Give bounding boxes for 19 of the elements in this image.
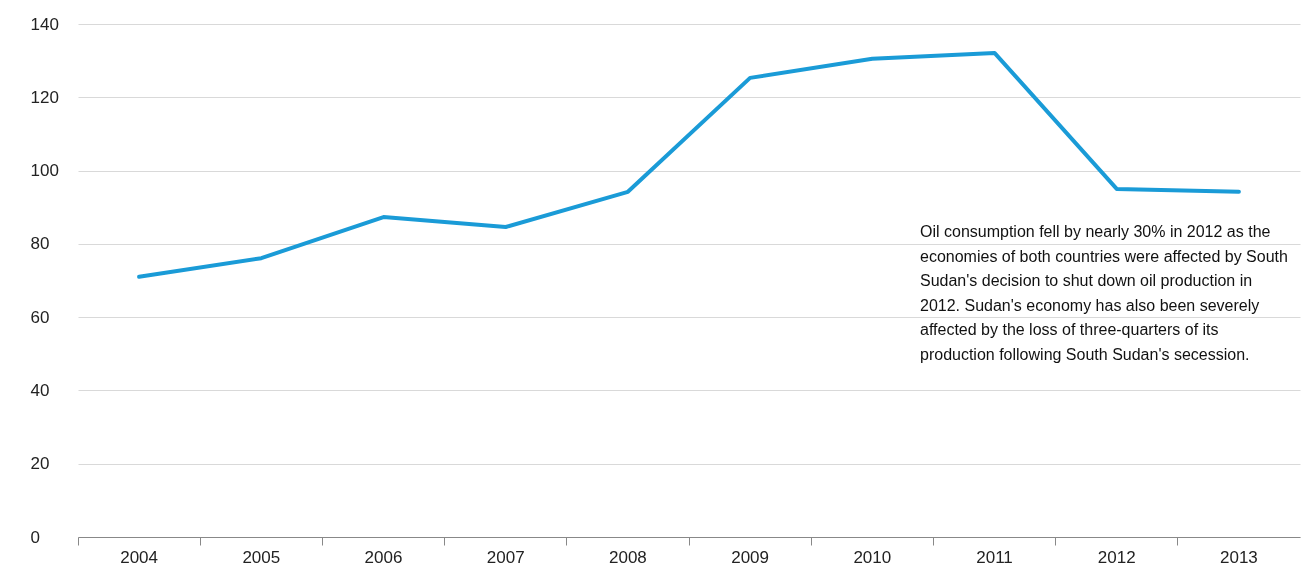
x-tick-label: 2007 xyxy=(486,547,525,567)
y-tick-label: 60 xyxy=(30,307,50,327)
y-tick-label: 80 xyxy=(30,234,50,254)
x-tick-label: 2010 xyxy=(853,547,892,567)
x-tick-label: 2004 xyxy=(120,547,159,567)
annotation: Oil consumption fell by nearly 30% in 2012 as the economies of both countries were affected by South Sudan's decision to shut down oil production in 2012. Sudan's economy has also been severely affected by the loss of three-quarters of its production following South Sudan's secession. xyxy=(920,223,1288,363)
y-tick-label: 100 xyxy=(30,161,59,181)
x-tick-label: 2012 xyxy=(1097,547,1136,567)
y-tick-label: 20 xyxy=(30,454,50,474)
x-tick-label: 2005 xyxy=(242,547,281,567)
x-tick-label: 2008 xyxy=(608,547,647,567)
x-tick-label: 2013 xyxy=(1219,547,1258,567)
y-tick-label: 120 xyxy=(30,87,59,107)
x-tick-label: 2006 xyxy=(364,547,403,567)
x-tick-label: 2009 xyxy=(731,547,770,567)
y-tick-label: 0 xyxy=(30,527,40,547)
y-tick-label: 140 xyxy=(30,14,59,34)
x-tick-label: 2011 xyxy=(976,547,1013,567)
y-tick-label: 40 xyxy=(30,380,50,400)
